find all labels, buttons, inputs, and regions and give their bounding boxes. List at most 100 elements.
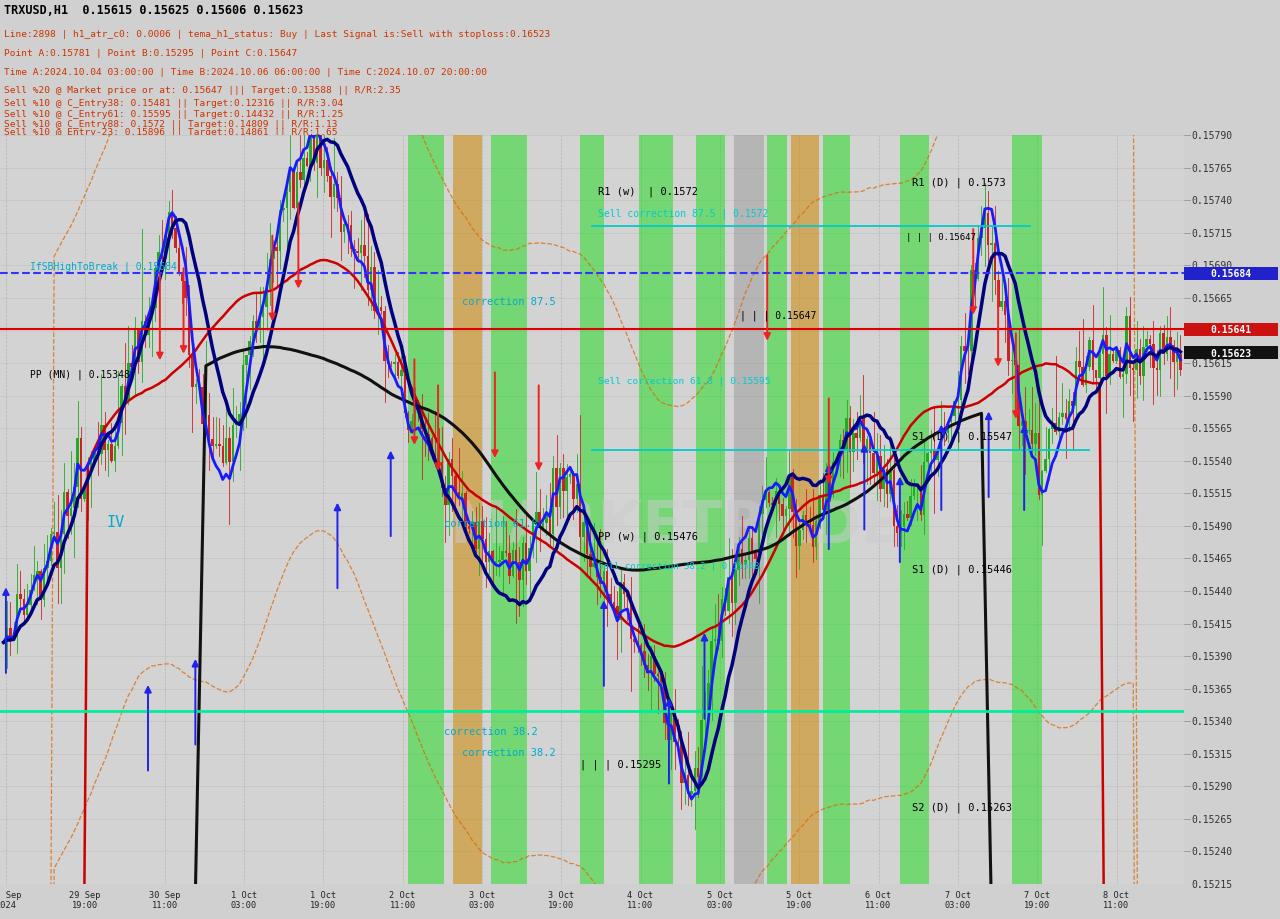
Text: correction 87.5: correction 87.5 <box>462 297 556 307</box>
Bar <box>465 494 467 527</box>
Text: 0.15715: 0.15715 <box>1192 229 1233 239</box>
Bar <box>1098 354 1101 379</box>
Bar <box>1051 424 1053 429</box>
Bar <box>93 453 96 462</box>
Bar <box>731 578 733 604</box>
Bar <box>485 539 486 562</box>
Bar <box>832 462 835 495</box>
Bar <box>265 289 268 308</box>
Bar <box>244 356 247 365</box>
Bar <box>333 185 335 198</box>
Bar <box>599 578 602 584</box>
Bar <box>632 640 635 641</box>
Bar <box>40 572 42 600</box>
Text: MARKETRADE: MARKETRADE <box>451 498 901 555</box>
Bar <box>767 136 787 884</box>
Bar <box>411 421 413 431</box>
Bar <box>262 308 265 318</box>
Bar <box>626 595 628 597</box>
Bar <box>1038 433 1041 495</box>
Text: 3 Oct
19:00: 3 Oct 19:00 <box>548 891 575 910</box>
Bar <box>370 267 372 290</box>
Text: Target100: 0.13588 ||| Target 161: 0.14861 || Target 250: 0.14432 || Target 423:: Target100: 0.13588 ||| Target 161: 0.148… <box>4 153 643 162</box>
Bar <box>73 487 76 509</box>
Bar <box>822 496 824 510</box>
Bar <box>349 226 352 249</box>
Bar <box>67 493 69 516</box>
Bar <box>347 225 348 226</box>
Bar <box>1014 360 1016 365</box>
Bar <box>876 456 878 474</box>
Bar <box>87 471 90 487</box>
Bar <box>50 535 52 562</box>
Text: 4 Oct
11:00: 4 Oct 11:00 <box>627 891 654 910</box>
Bar <box>401 370 403 377</box>
Text: 0.15440: 0.15440 <box>1192 586 1233 596</box>
Bar <box>1012 136 1042 884</box>
Bar <box>873 454 874 474</box>
Bar <box>589 555 591 568</box>
Bar <box>1172 346 1175 363</box>
Bar <box>714 640 717 641</box>
Bar <box>1184 267 1277 280</box>
Bar <box>704 711 707 720</box>
Text: Sell correction 87.5 | 0.1572: Sell correction 87.5 | 0.1572 <box>598 209 768 219</box>
Bar <box>248 342 251 356</box>
Text: Sell %10 @ C_Entry61: 0.15595 || Target:0.14432 || R/R:1.25: Sell %10 @ C_Entry61: 0.15595 || Target:… <box>4 110 343 119</box>
Bar <box>586 522 589 555</box>
Bar <box>572 474 575 500</box>
Bar <box>172 212 173 229</box>
Bar <box>492 136 527 884</box>
Bar <box>616 607 618 620</box>
Bar <box>620 583 622 620</box>
Bar <box>1084 369 1087 386</box>
Bar <box>1115 351 1117 362</box>
Bar <box>282 209 284 210</box>
Bar <box>104 425 106 450</box>
Bar <box>991 244 993 245</box>
Bar <box>300 173 302 181</box>
Bar <box>174 229 177 249</box>
Bar <box>228 438 230 463</box>
Bar <box>650 656 653 673</box>
Bar <box>815 522 818 548</box>
Bar <box>428 435 430 438</box>
Text: 0.15615: 0.15615 <box>1192 358 1233 369</box>
Bar <box>13 637 15 641</box>
Bar <box>191 356 193 388</box>
Bar <box>1166 337 1169 355</box>
Bar <box>225 438 228 464</box>
Bar <box>909 496 911 518</box>
Bar <box>568 474 571 478</box>
Bar <box>9 629 12 641</box>
Bar <box>886 470 888 494</box>
Bar <box>1156 369 1158 370</box>
Bar <box>576 484 579 500</box>
Text: 3 Oct
03:00: 3 Oct 03:00 <box>468 891 495 910</box>
Bar <box>1030 430 1033 444</box>
Bar <box>748 539 750 561</box>
Bar <box>46 562 49 568</box>
Text: 2 Oct
11:00: 2 Oct 11:00 <box>389 891 416 910</box>
Bar <box>275 248 278 252</box>
Bar <box>1176 355 1179 363</box>
Bar <box>970 271 973 352</box>
Bar <box>667 723 669 740</box>
Bar <box>640 136 672 884</box>
Bar <box>451 459 453 477</box>
Bar <box>366 256 369 290</box>
Bar <box>1041 471 1043 495</box>
Bar <box>457 493 460 498</box>
Bar <box>892 471 895 527</box>
Bar <box>960 346 963 401</box>
Bar <box>805 516 808 524</box>
Bar <box>579 484 581 537</box>
Bar <box>353 249 356 252</box>
Bar <box>42 568 45 600</box>
Bar <box>687 775 690 794</box>
Text: 5 Oct
03:00: 5 Oct 03:00 <box>707 891 733 910</box>
Bar <box>387 361 389 364</box>
Bar <box>522 543 524 580</box>
Bar <box>890 471 892 494</box>
Bar <box>764 493 767 500</box>
